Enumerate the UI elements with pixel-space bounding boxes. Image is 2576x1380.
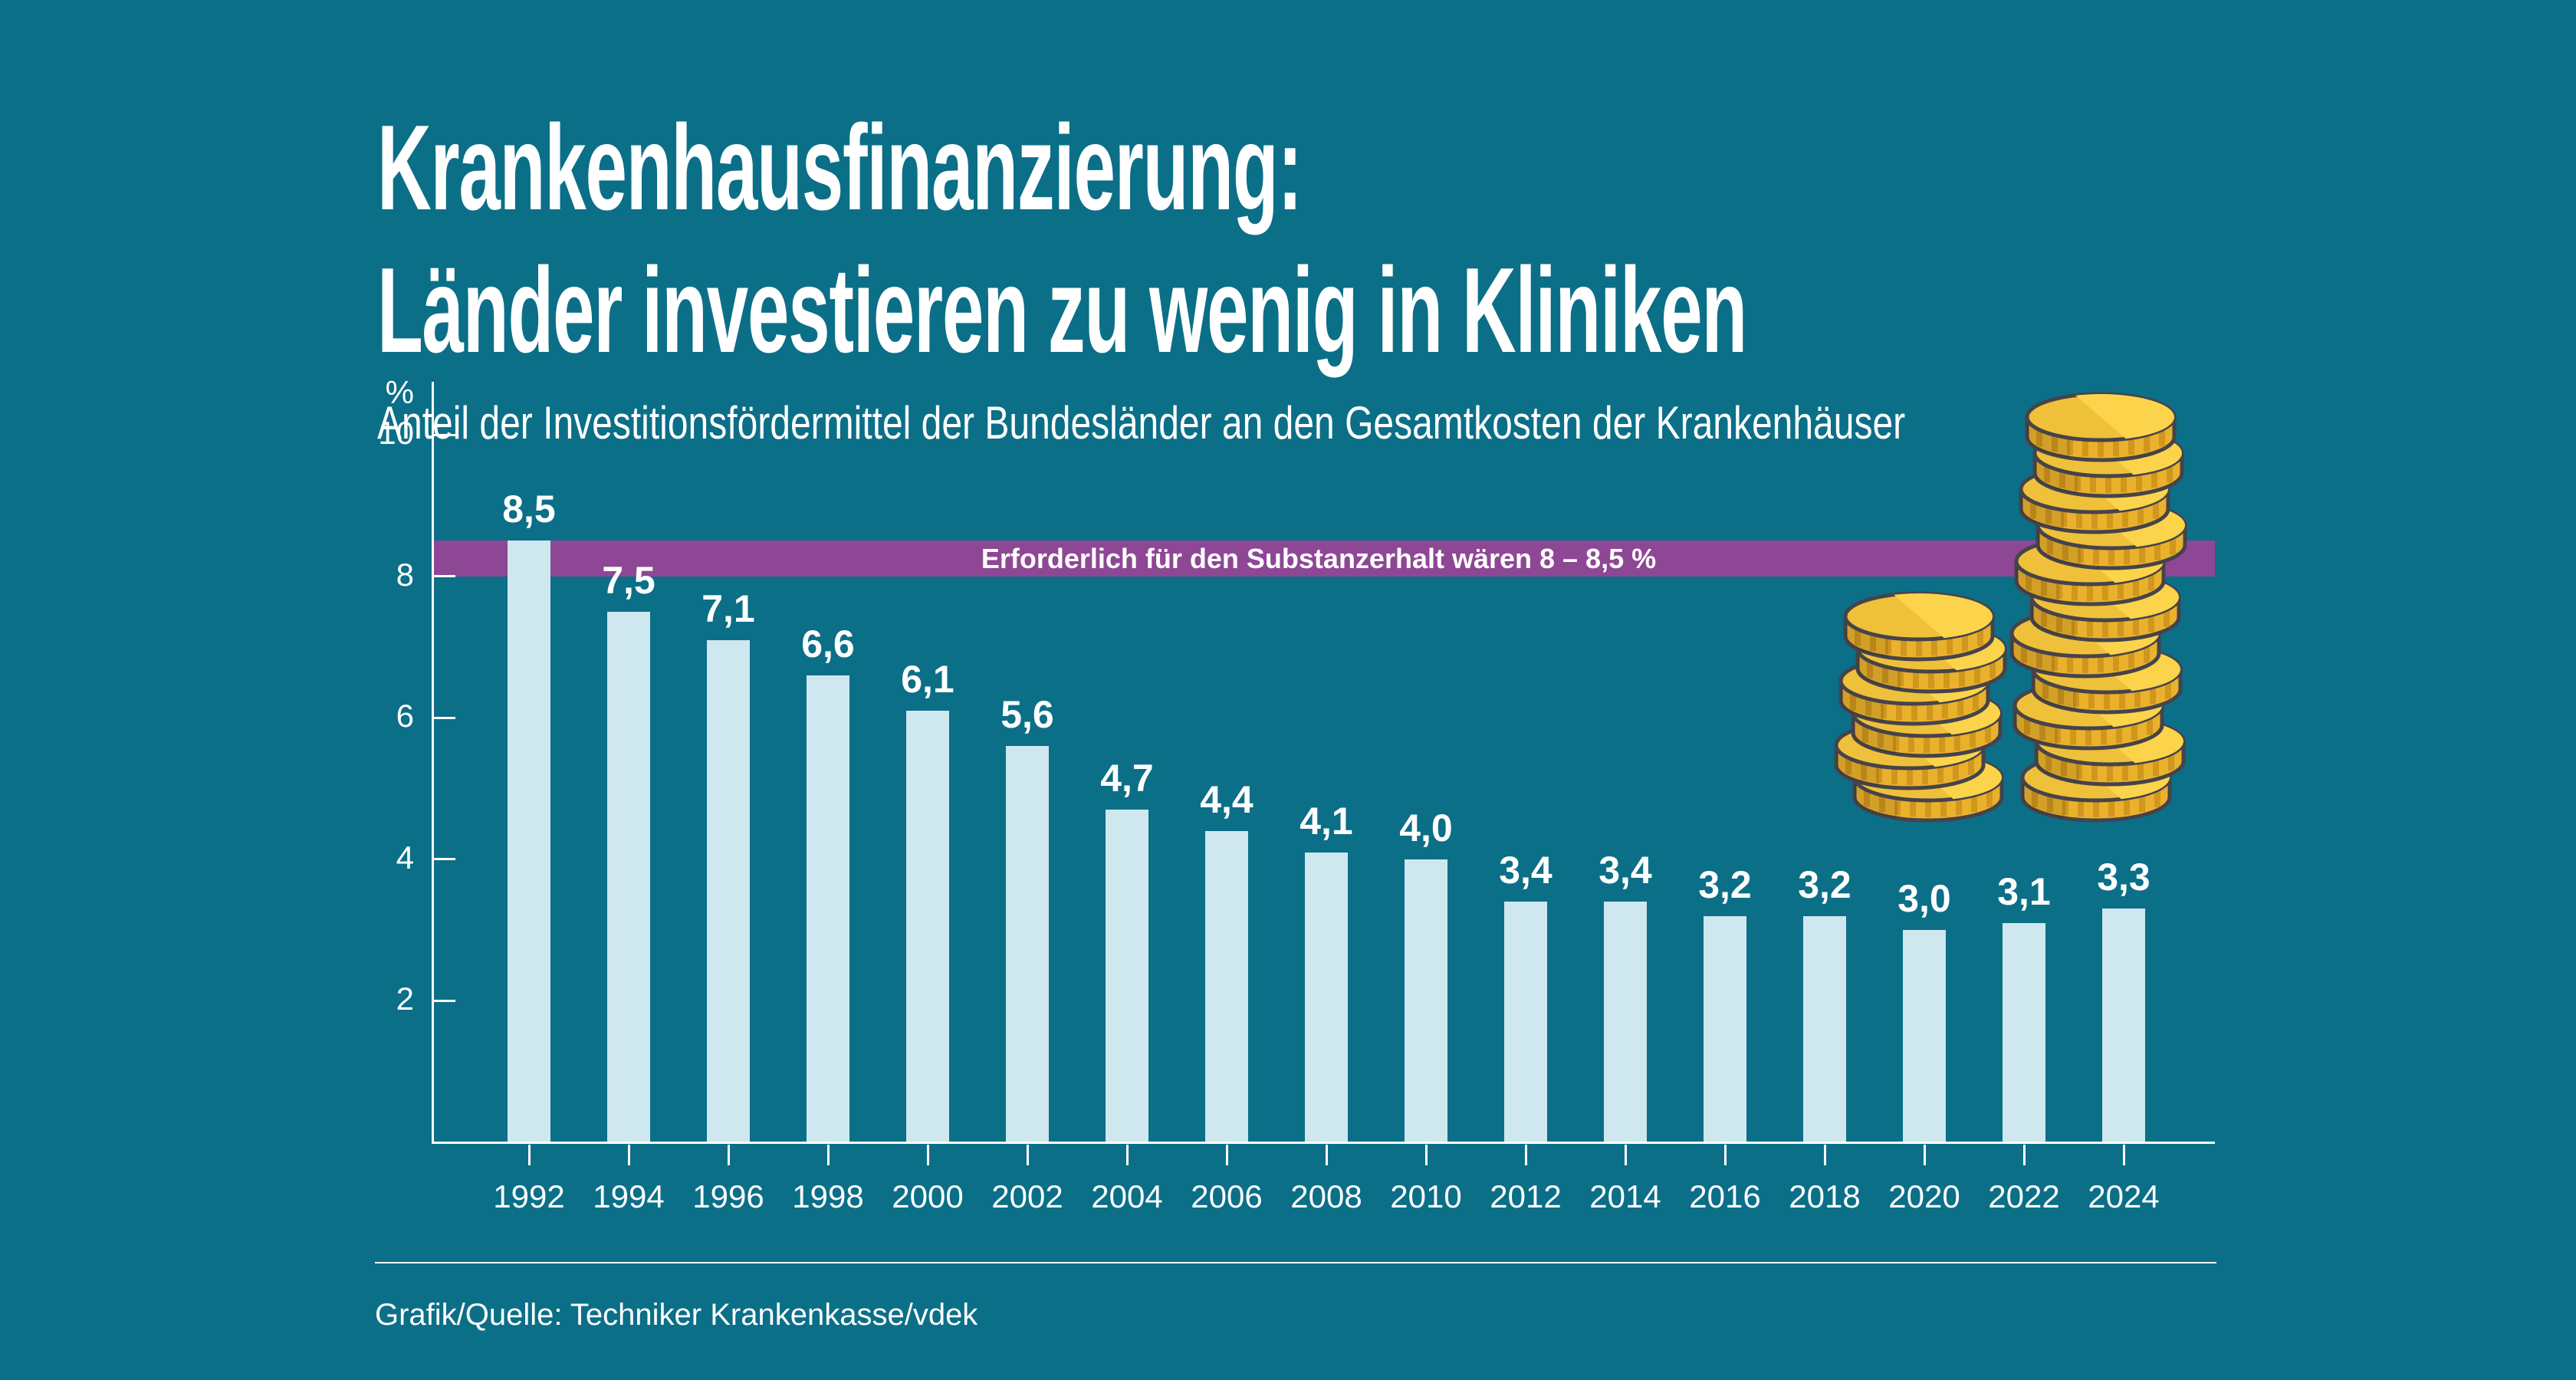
- bar-value-label: 5,6: [1001, 693, 1054, 737]
- bar-value-label: 7,1: [702, 586, 755, 630]
- y-tick: [434, 433, 455, 436]
- bar-value-label: 3,4: [1499, 849, 1552, 892]
- bar: [1305, 852, 1348, 1142]
- threshold-band: Erforderlich für den Substanzerhalt wäre…: [434, 540, 2215, 577]
- x-tick: [1026, 1145, 1029, 1165]
- bar: [1504, 902, 1547, 1142]
- page-title-line-2: Länder investieren zu wenig in Kliniken: [377, 243, 1747, 378]
- x-axis-year-label: 2014: [1589, 1178, 1661, 1214]
- x-tick: [527, 1145, 531, 1165]
- x-axis-year-label: 2006: [1191, 1178, 1263, 1214]
- bar-value-label: 3,4: [1598, 849, 1652, 892]
- x-axis-year-label: 2012: [1490, 1178, 1562, 1214]
- bar-value-label: 3,1: [1997, 869, 2051, 913]
- bar: [508, 540, 550, 1142]
- bar-value-label: 6,1: [901, 657, 955, 701]
- x-tick: [1424, 1145, 1428, 1165]
- bar: [1205, 830, 1248, 1142]
- y-tick-label: 10: [378, 415, 414, 451]
- y-tick-label: 8: [396, 556, 414, 593]
- page-title-line-1: Krankenhausfinanzierung:: [377, 100, 1303, 235]
- x-axis-year-label: 2016: [1689, 1178, 1761, 1214]
- bar: [1704, 915, 1746, 1142]
- x-axis-year-label: 1998: [792, 1178, 864, 1214]
- x-axis-year-label: 2022: [1988, 1178, 2060, 1214]
- x-tick: [1225, 1145, 1228, 1165]
- bar-value-label: 6,6: [801, 622, 855, 665]
- x-axis-year-label: 2008: [1290, 1178, 1362, 1214]
- coin-stack-large: [1999, 368, 2199, 828]
- bar-value-label: 4,4: [1200, 777, 1254, 821]
- x-tick: [926, 1145, 929, 1165]
- bar-value-label: 4,1: [1300, 799, 1353, 843]
- y-tick: [434, 999, 455, 1002]
- page-subtitle: Anteil der Investitionsfördermittel der …: [377, 397, 1906, 449]
- x-tick: [1624, 1145, 1627, 1165]
- y-tick-label: 4: [396, 839, 414, 876]
- x-tick: [2122, 1145, 2125, 1165]
- coin-icon: [2027, 394, 2174, 460]
- bar-value-label: 4,0: [1399, 806, 1453, 849]
- x-tick: [1325, 1145, 1328, 1165]
- x-axis-year-label: 2004: [1091, 1178, 1163, 1214]
- x-axis-year-label: 2018: [1789, 1178, 1861, 1214]
- y-tick: [434, 575, 455, 578]
- x-tick: [627, 1145, 630, 1165]
- x-tick: [2022, 1145, 2026, 1165]
- x-axis-line: [432, 1142, 2215, 1144]
- x-axis-year-label: 2020: [1888, 1178, 1960, 1214]
- footer-divider: [375, 1262, 2216, 1263]
- y-tick: [434, 716, 455, 719]
- bar: [2102, 909, 2145, 1142]
- x-tick: [727, 1145, 730, 1165]
- threshold-band-label: Erforderlich für den Substanzerhalt wäre…: [981, 543, 1657, 575]
- bar-value-label: 3,3: [2097, 856, 2150, 899]
- x-axis-year-label: 2024: [2088, 1178, 2160, 1214]
- y-tick-label: 6: [396, 698, 414, 734]
- y-tick: [434, 858, 455, 861]
- x-tick: [1125, 1145, 1129, 1165]
- bar: [2003, 922, 2045, 1142]
- bar-value-label: 8,5: [502, 488, 556, 531]
- bar-value-label: 3,2: [1798, 863, 1852, 906]
- bar-value-label: 4,7: [1100, 757, 1154, 800]
- y-axis-unit-label: %: [385, 374, 414, 410]
- bar-value-label: 3,2: [1698, 863, 1752, 906]
- x-axis-year-label: 2000: [892, 1178, 964, 1214]
- y-tick-label: 2: [396, 981, 414, 1017]
- coin-stack-small: [1830, 552, 2014, 828]
- bar: [807, 675, 849, 1142]
- x-tick: [1723, 1145, 1727, 1165]
- x-tick: [1823, 1145, 1826, 1165]
- source-credit: Grafik/Quelle: Techniker Krankenkasse/vd…: [375, 1298, 978, 1332]
- bar: [906, 710, 949, 1142]
- bar-value-label: 3,0: [1898, 877, 1951, 921]
- x-tick: [1923, 1145, 1926, 1165]
- bar: [1106, 810, 1148, 1142]
- bar-value-label: 7,5: [602, 558, 656, 602]
- x-axis-year-label: 2002: [991, 1178, 1063, 1214]
- x-tick: [1524, 1145, 1527, 1165]
- x-axis-year-label: 1996: [692, 1178, 764, 1214]
- x-axis-year-label: 1992: [493, 1178, 565, 1214]
- bar: [1405, 859, 1447, 1142]
- bar: [1006, 746, 1049, 1142]
- x-axis-year-label: 1994: [593, 1178, 665, 1214]
- bar: [1903, 930, 1946, 1142]
- bar: [1803, 915, 1846, 1142]
- coin-icon: [1845, 593, 1993, 659]
- x-tick: [826, 1145, 830, 1165]
- bar: [607, 611, 650, 1142]
- bar: [707, 639, 750, 1142]
- bar: [1604, 902, 1647, 1142]
- x-axis-year-label: 2010: [1390, 1178, 1462, 1214]
- y-axis-line: [432, 382, 434, 1144]
